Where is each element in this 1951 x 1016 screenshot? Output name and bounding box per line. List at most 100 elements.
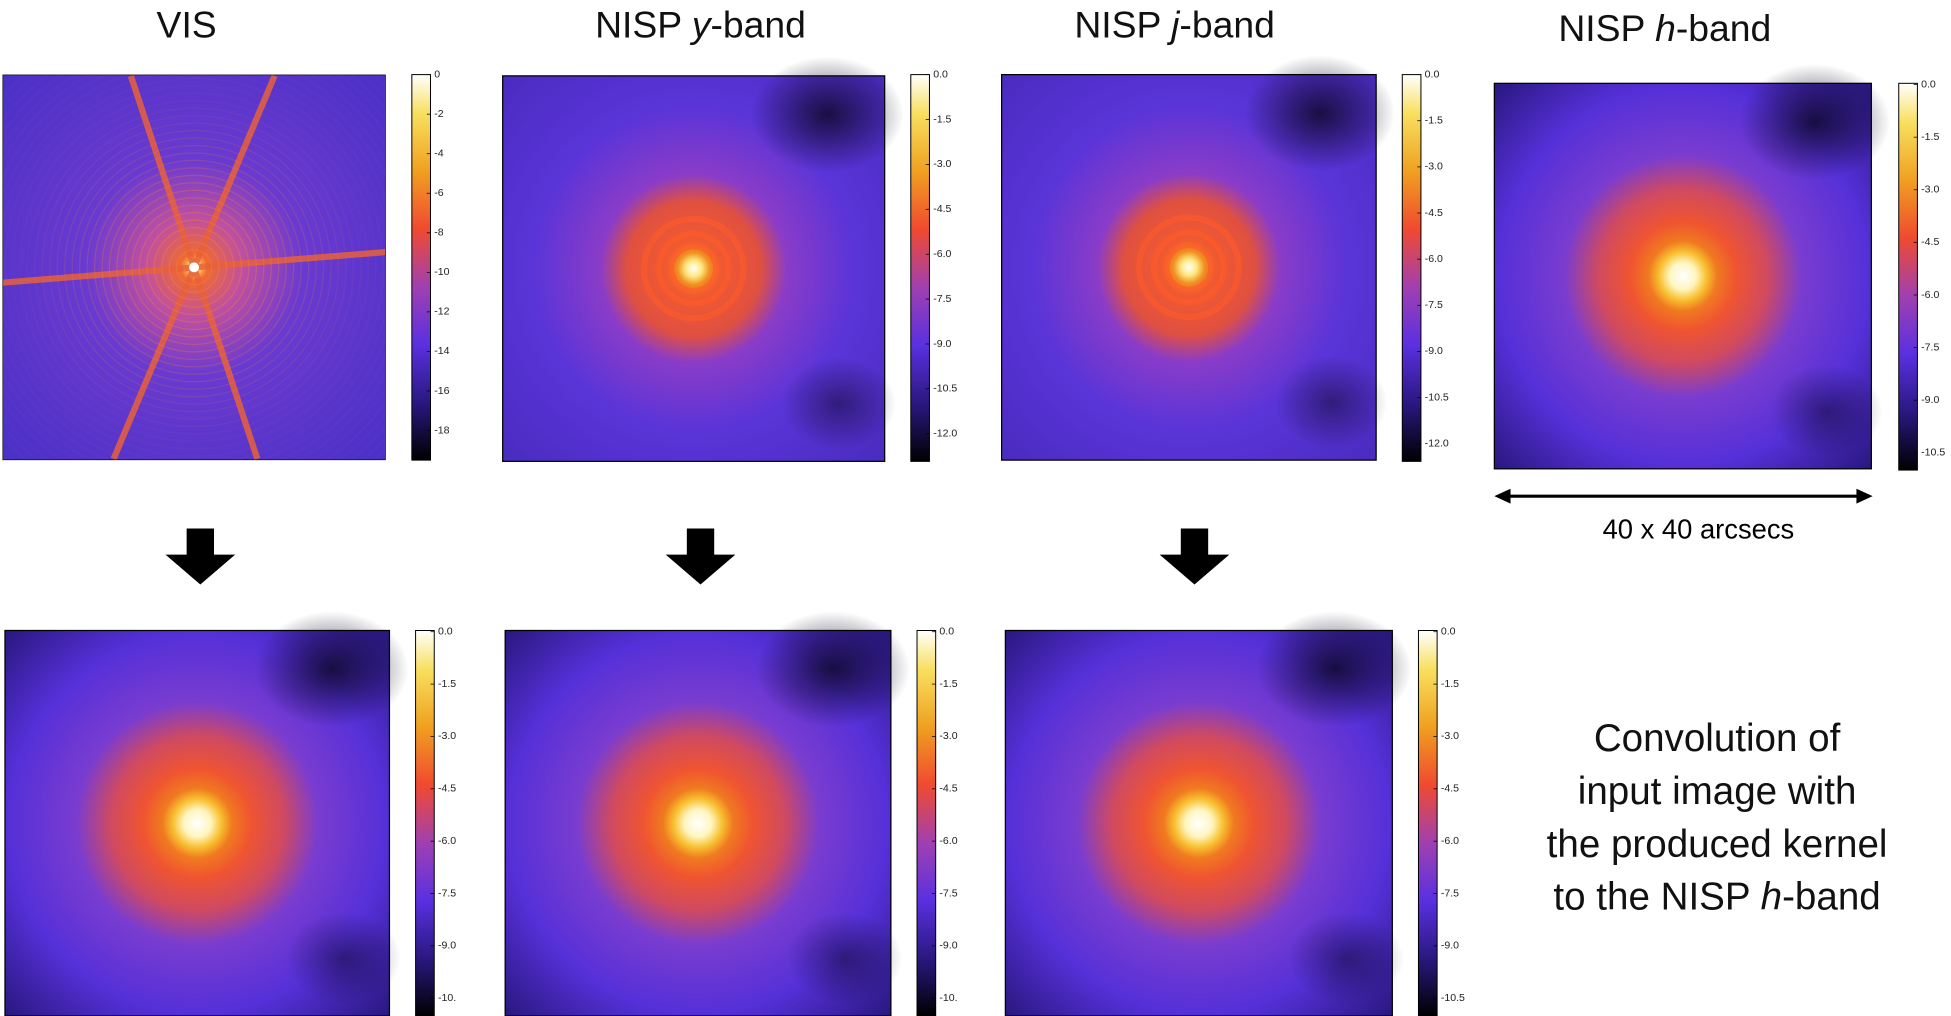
psf-image: [502, 56, 904, 462]
colorbar-tick-label: 0.0: [1441, 626, 1456, 638]
diffraction-spike: [2, 264, 195, 286]
colorbar-tick-label: -16: [434, 385, 449, 397]
ring: [655, 230, 732, 307]
colorbar: [415, 629, 435, 1016]
colorbar-tick-label: -1.5: [1441, 678, 1459, 690]
ring: [11, 85, 377, 450]
image-frame: [502, 75, 886, 462]
ring: [26, 100, 362, 435]
colorbar-tick-label: 0.0: [438, 626, 453, 638]
dark-patch: [781, 357, 897, 450]
colorbar-tick-label: 0.0: [939, 626, 954, 638]
colorbar-tick-label: -7.5: [1441, 887, 1459, 899]
title-part: -band: [1782, 876, 1881, 919]
colorbar-tick-label: -10.: [939, 992, 957, 1004]
ring: [153, 226, 235, 308]
colorbar-tick-label: -9.0: [1425, 345, 1443, 357]
colorbar-tick-label: -9.0: [438, 940, 456, 952]
colorbar-tick-label: -12.0: [933, 428, 957, 440]
colorbar: [1401, 74, 1422, 462]
image-frame: [1493, 82, 1872, 470]
ring: [4, 77, 384, 458]
dark-patch: [755, 611, 911, 727]
scale-label: 40 x 40 arcsecs: [1603, 513, 1795, 544]
colorbar-tick-label: -10.5: [933, 383, 957, 395]
colorbar-tick-label: -1.5: [939, 678, 957, 690]
colorbar-tick-label: -2: [434, 108, 444, 120]
ring: [41, 115, 347, 420]
ring: [64, 137, 325, 398]
colorbar-tick-label: -4.5: [939, 783, 957, 795]
colorbar: [1417, 629, 1438, 1016]
colorbar-tick-label: -7.5: [438, 887, 456, 899]
colorbar-tick-label: -6.0: [438, 835, 456, 847]
colorbar-tick-label: 0: [434, 68, 440, 80]
image-frame: [504, 629, 892, 1016]
psf-image: [4, 611, 409, 1016]
title-part: h: [1761, 876, 1782, 919]
title-part: y: [689, 3, 713, 45]
title-part: -band: [711, 3, 806, 45]
ring: [1150, 229, 1227, 306]
colorbar-tick-label: 0.0: [1921, 78, 1936, 90]
colorbar-tick-label: -3.0: [933, 158, 951, 170]
psf-image: [2, 74, 386, 461]
dark-patch: [1769, 364, 1883, 458]
dark-patch: [285, 911, 401, 1005]
colorbar: [1898, 82, 1918, 471]
title-part: NISP: [1074, 3, 1171, 45]
colorbar-tick-label: -3.0: [1921, 184, 1939, 196]
colorbar-tick-label: -7.5: [1921, 341, 1939, 353]
colorbar-tick-label: -10.5: [1425, 391, 1449, 403]
ring: [1136, 214, 1242, 321]
colorbar-tick-label: -4.5: [438, 783, 456, 795]
ring: [56, 129, 332, 405]
dark-patch: [1245, 55, 1395, 171]
colorbar-tick-label: -9.0: [1921, 394, 1939, 406]
title-part: input image with: [1578, 770, 1857, 813]
ring: [116, 189, 272, 346]
colorbar-tick-label: -6.0: [1921, 289, 1939, 301]
dark-patch: [1287, 911, 1404, 1005]
title-part: the produced kernel: [1547, 823, 1888, 866]
ring: [123, 197, 265, 338]
colorbar-tick-label: -9.0: [1441, 940, 1459, 952]
title: to the NISP h-band: [1553, 876, 1880, 919]
colorbar-tick-label: -3.0: [1425, 161, 1443, 173]
title: input image with: [1578, 770, 1857, 813]
ring: [71, 144, 317, 390]
diffraction-spike: [193, 248, 386, 271]
colorbar-tick-label: -1.5: [1921, 131, 1939, 143]
colorbar: [910, 74, 930, 462]
colorbar-tick-label: -4.5: [1921, 236, 1939, 248]
colorbar-tick-label: -6.0: [939, 835, 957, 847]
ring: [146, 219, 243, 316]
ring: [79, 152, 310, 383]
colorbar-tick-label: -12.0: [1425, 438, 1449, 450]
ring: [1163, 241, 1215, 293]
title: VIS: [157, 3, 217, 45]
diffraction-spike: [127, 74, 198, 269]
image-frame: [1001, 73, 1377, 461]
colorbar-tick-label: 0.0: [1425, 68, 1440, 80]
diffraction-spike: [110, 266, 197, 461]
ring: [93, 167, 295, 368]
colorbar-tick-label: -7.5: [1425, 299, 1443, 311]
title: NISP h-band: [1558, 7, 1771, 49]
colorbar-tick-label: -1.5: [1425, 115, 1443, 127]
colorbar-tick-label: -9.0: [933, 338, 951, 350]
ring: [131, 204, 257, 331]
colorbar-tick-label: -4: [434, 148, 444, 160]
colorbar: [916, 629, 937, 1016]
title: the produced kernel: [1547, 823, 1888, 866]
diffraction-spike: [191, 266, 261, 460]
colorbar-tick-label: -10.: [438, 992, 456, 1004]
colorbar-tick-label: -8: [434, 227, 444, 239]
colorbar: [411, 74, 432, 461]
dark-patch: [750, 56, 904, 173]
title-part: NISP: [1558, 7, 1655, 49]
title-part: -band: [1676, 7, 1771, 49]
colorbar-tick-label: -1.5: [438, 678, 456, 690]
